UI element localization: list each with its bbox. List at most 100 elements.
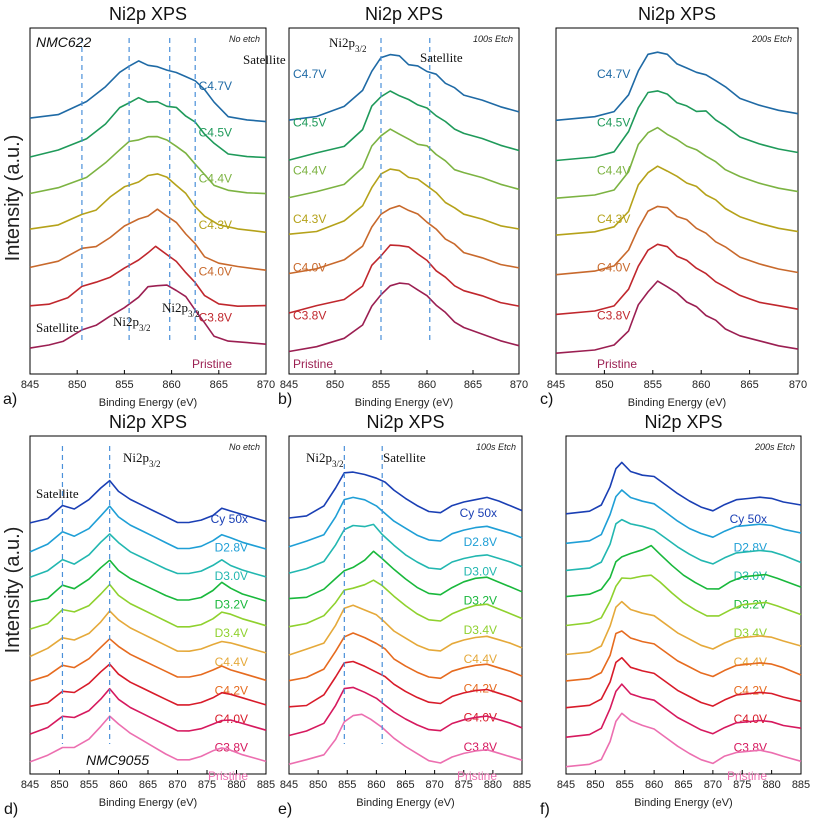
series-line-cy-50x	[29, 479, 267, 524]
panel-label: f)	[540, 801, 550, 818]
etch-label: 100s Etch	[476, 442, 516, 452]
series-line-c4-5v	[288, 90, 520, 161]
series-label: Pristine	[727, 769, 767, 783]
panel-label: a)	[3, 391, 17, 408]
series-label: C4.5V	[199, 125, 232, 139]
series-line-d3-2v	[29, 559, 267, 603]
series-label: C4.3V	[199, 218, 232, 232]
series-label: Pristine	[208, 769, 248, 783]
series-line-c3-8v	[565, 683, 802, 738]
series-line-c4-4v	[29, 610, 267, 658]
series-label: C4.7V	[293, 67, 326, 81]
series-line-c3-8v	[29, 687, 267, 735]
series-line-d2-8v	[288, 496, 523, 548]
series-line-d3-2v	[288, 550, 523, 600]
series-label: Pristine	[457, 769, 497, 783]
x-tick-label: 855	[338, 779, 356, 791]
series-line-c4-0v	[29, 663, 267, 708]
x-tick-label: 885	[792, 779, 810, 791]
series-label: D3.2V	[215, 598, 248, 612]
series-label: C4.4V	[293, 164, 326, 178]
y-axis-label-bottom: Intensity (a.u.)	[2, 527, 24, 654]
x-tick-label: 850	[68, 379, 86, 391]
series-line-c4-2v	[29, 638, 267, 682]
series-line-cy-50x	[565, 461, 802, 515]
x-tick-label: 855	[115, 379, 133, 391]
series-label: D3.0V	[215, 569, 248, 583]
series-label: C3.8V	[597, 309, 630, 323]
series-label: C4.4V	[597, 164, 630, 178]
plot-frame	[288, 27, 520, 375]
series-line-c4-4v	[29, 135, 267, 195]
x-tick-label: 845	[21, 379, 39, 391]
x-tick-label: 855	[372, 379, 390, 391]
x-tick-label: 880	[227, 779, 245, 791]
x-axis-label: Binding Energy (eV)	[99, 397, 197, 409]
panel-title: Ni2p XPS	[638, 4, 716, 24]
series-label: D2.8V	[464, 535, 497, 549]
series-line-pristine	[29, 715, 267, 763]
series-label: Pristine	[597, 357, 637, 371]
series-line-c4-7v	[555, 51, 799, 122]
x-tick-label: 855	[616, 779, 634, 791]
series-label: C4.3V	[293, 212, 326, 226]
series-line-pristine	[565, 712, 802, 768]
series-line-c4-0v	[288, 204, 520, 275]
series-line-d3-0v	[565, 518, 802, 572]
series-line-d3-0v	[288, 523, 523, 574]
x-tick-label: 860	[162, 379, 180, 391]
series-label: C4.0V	[734, 712, 767, 726]
series-label: C4.2V	[464, 681, 497, 695]
x-tick-label: 845	[280, 779, 298, 791]
panel-a: Ni2p XPS No etch 845 850 855 860 865 870 Binding…	[3, 4, 286, 409]
x-tick-label: 855	[80, 779, 98, 791]
panel-b: Ni2p XPS 100s Etch 845 850 855 860 865 870 Bindi…	[278, 4, 528, 409]
x-tick-label: 855	[644, 379, 662, 391]
series-line-c4-0v	[565, 656, 802, 709]
x-tick-label: 865	[674, 779, 692, 791]
series-line-c4-4v	[288, 128, 520, 199]
panel-title: Ni2p XPS	[365, 4, 443, 24]
x-tick-label: 865	[210, 379, 228, 391]
series-label: C4.5V	[293, 115, 326, 129]
x-tick-label: 845	[280, 379, 298, 391]
series-label: D3.4V	[464, 623, 497, 637]
plot-frame	[555, 27, 799, 375]
peak-annotation: Ni2p3/2	[113, 314, 151, 333]
etch-label: No etch	[229, 442, 260, 452]
series-line-c4-0v	[555, 205, 799, 276]
peak-annotation: Ni2p3/2	[329, 35, 367, 54]
series-label: Pristine	[192, 357, 232, 371]
x-tick-label: 850	[326, 379, 344, 391]
peak-annotation: Satellite	[383, 450, 426, 465]
series-line-c3-8v	[288, 686, 523, 737]
series-line-d3-0v	[29, 533, 267, 579]
peak-annotation: Satellite	[243, 52, 286, 67]
series-line-d3-2v	[565, 544, 802, 598]
x-axis-label: Binding Energy (eV)	[355, 397, 453, 409]
x-tick-label: 850	[595, 379, 613, 391]
panel-label: b)	[278, 391, 292, 408]
series-line-c4-3v	[555, 165, 799, 236]
series-line-d3-4v	[29, 583, 267, 630]
series-line-c4-5v	[29, 96, 267, 159]
series-label: C4.4V	[734, 655, 767, 669]
series-label: C3.8V	[293, 309, 326, 323]
sample-label: NMC622	[36, 34, 91, 50]
sample-label: NMC9055	[86, 752, 149, 768]
series-label: C4.2V	[215, 683, 248, 697]
x-tick-label: 885	[257, 779, 275, 791]
series-line-pristine	[288, 282, 520, 353]
series-label: C4.7V	[199, 79, 232, 93]
etch-label: 200s Etch	[751, 34, 792, 44]
panel-label: d)	[4, 801, 18, 818]
series-line-cy-50x	[288, 471, 523, 519]
panel-f: Ni2p XPS 200s Etch 845 850 855 860 865 870 875 88…	[540, 412, 810, 818]
etch-label: 200s Etch	[754, 442, 795, 452]
panel-label: c)	[540, 391, 553, 408]
x-tick-label: 880	[762, 779, 780, 791]
x-tick-label: 850	[50, 779, 68, 791]
x-tick-label: 860	[109, 779, 127, 791]
series-label: C4.4V	[199, 172, 232, 186]
panel-e: Ni2p XPS 100s Etch 845 850 855 860 865 870 875 88…	[278, 412, 531, 818]
